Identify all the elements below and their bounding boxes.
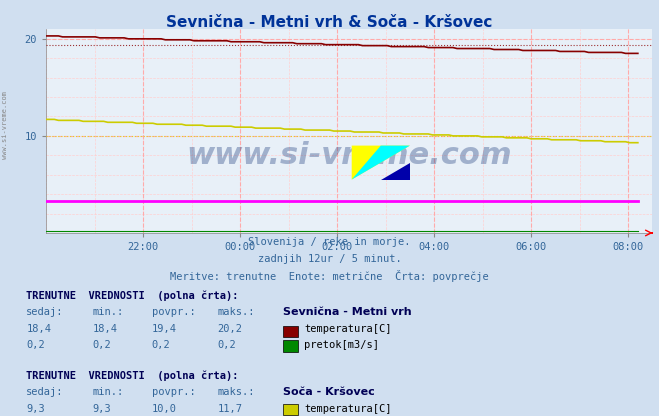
- Polygon shape: [352, 146, 410, 180]
- Text: TRENUTNE  VREDNOSTI  (polna črta):: TRENUTNE VREDNOSTI (polna črta):: [26, 370, 239, 381]
- Text: sedaj:: sedaj:: [26, 307, 64, 317]
- Text: min.:: min.:: [92, 307, 123, 317]
- Text: temperatura[C]: temperatura[C]: [304, 324, 392, 334]
- Text: Meritve: trenutne  Enote: metrične  Črta: povprečje: Meritve: trenutne Enote: metrične Črta: …: [170, 270, 489, 282]
- Text: pretok[m3/s]: pretok[m3/s]: [304, 340, 380, 350]
- Text: 0,2: 0,2: [26, 340, 45, 350]
- Text: www.si-vreme.com: www.si-vreme.com: [2, 91, 9, 159]
- Text: zadnjih 12ur / 5 minut.: zadnjih 12ur / 5 minut.: [258, 254, 401, 264]
- Text: temperatura[C]: temperatura[C]: [304, 404, 392, 414]
- Text: Sevnična - Metni vrh & Soča - Kršovec: Sevnična - Metni vrh & Soča - Kršovec: [166, 15, 493, 30]
- Text: 20,2: 20,2: [217, 324, 243, 334]
- Polygon shape: [352, 146, 410, 180]
- Text: 9,3: 9,3: [26, 404, 45, 414]
- Text: 19,4: 19,4: [152, 324, 177, 334]
- Text: min.:: min.:: [92, 387, 123, 397]
- Polygon shape: [381, 163, 410, 180]
- Text: 0,2: 0,2: [92, 340, 111, 350]
- Text: 0,2: 0,2: [152, 340, 170, 350]
- Text: povpr.:: povpr.:: [152, 387, 195, 397]
- Text: 18,4: 18,4: [26, 324, 51, 334]
- Text: maks.:: maks.:: [217, 387, 255, 397]
- Text: 11,7: 11,7: [217, 404, 243, 414]
- Text: povpr.:: povpr.:: [152, 307, 195, 317]
- Text: Sevnična - Metni vrh: Sevnična - Metni vrh: [283, 307, 412, 317]
- Text: sedaj:: sedaj:: [26, 387, 64, 397]
- Text: Slovenija / reke in morje.: Slovenija / reke in morje.: [248, 237, 411, 247]
- Text: www.si-vreme.com: www.si-vreme.com: [186, 141, 512, 170]
- Text: 10,0: 10,0: [152, 404, 177, 414]
- Text: maks.:: maks.:: [217, 307, 255, 317]
- Text: Soča - Kršovec: Soča - Kršovec: [283, 387, 375, 397]
- Text: 0,2: 0,2: [217, 340, 236, 350]
- Text: 9,3: 9,3: [92, 404, 111, 414]
- Text: 18,4: 18,4: [92, 324, 117, 334]
- Text: TRENUTNE  VREDNOSTI  (polna črta):: TRENUTNE VREDNOSTI (polna črta):: [26, 290, 239, 301]
